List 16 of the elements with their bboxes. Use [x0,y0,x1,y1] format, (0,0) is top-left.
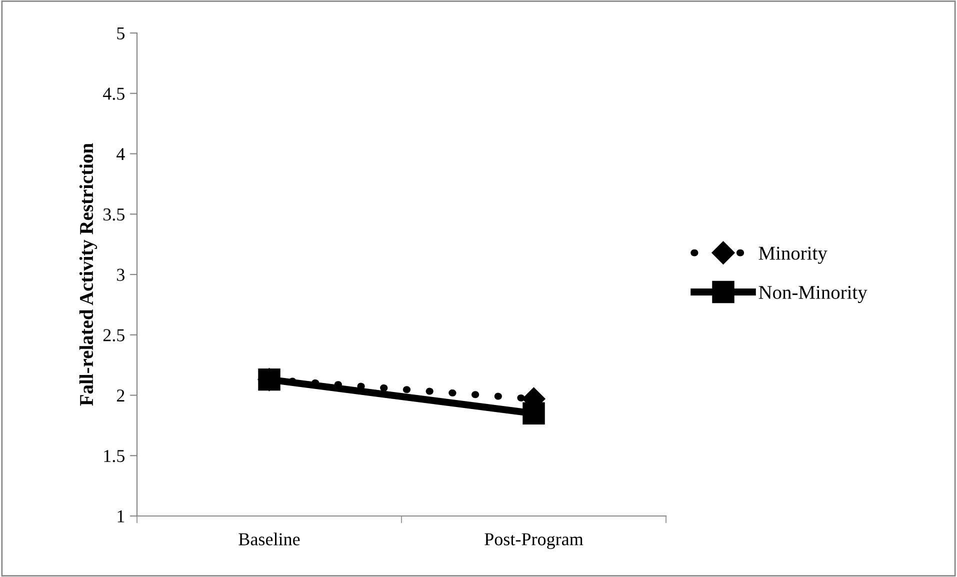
y-tick-label: 2.5 [103,329,124,342]
y-tick-label: 4 [116,148,125,160]
y-axis-title: Fall-related Activity Restriction [79,143,98,406]
y-tick-label: 2 [116,390,124,402]
legend-label: Minority [758,246,828,264]
y-tick-label: 3.5 [103,208,124,221]
legend-label: Non-Minority [758,286,868,303]
y-tick-label: 5 [117,27,124,40]
x-tick-label: Post-Program [484,533,584,550]
y-tick-label: 1 [118,510,124,522]
point [258,368,280,391]
x-tick-label: Baseline [238,532,300,546]
y-tick-label: 3 [117,268,124,281]
y-tick-label: 1.5 [104,450,124,462]
point [522,402,545,424]
y-tick-label: 4.5 [102,88,124,100]
